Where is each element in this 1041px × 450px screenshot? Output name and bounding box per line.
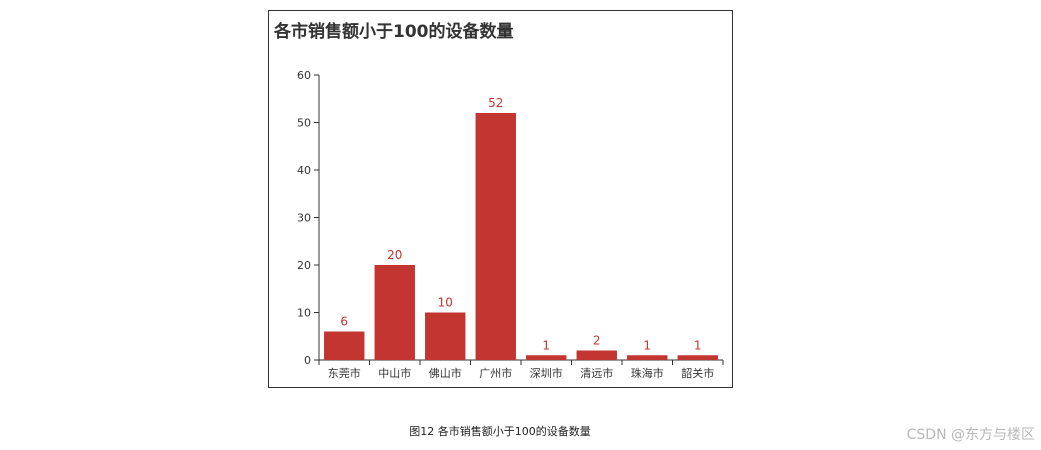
bar-4 xyxy=(526,355,567,360)
bar-1 xyxy=(374,265,415,360)
bar-3 xyxy=(475,113,516,360)
data-label-7: 1 xyxy=(694,338,702,352)
chart-title: 各市销售额小于100的设备数量 xyxy=(274,22,514,42)
y-tick-label-1: 10 xyxy=(297,307,311,320)
y-tick-label-2: 20 xyxy=(297,259,311,272)
data-label-5: 2 xyxy=(593,334,601,348)
x-tick-label-7: 韶关市 xyxy=(681,366,714,380)
bar-0 xyxy=(324,331,365,360)
y-tick-label-4: 40 xyxy=(297,164,311,177)
x-tick-label-1: 中山市 xyxy=(378,366,411,380)
x-tick-label-2: 佛山市 xyxy=(429,366,462,380)
bar-6 xyxy=(627,355,668,360)
y-tick-label-3: 30 xyxy=(297,212,311,225)
bar-2 xyxy=(425,312,466,360)
chart-frame: 各市销售额小于100的设备数量 0 10 20 30 40 50 60 6 东莞市 20 中山市 10… xyxy=(268,10,733,388)
data-label-2: 10 xyxy=(438,296,453,310)
data-label-0: 6 xyxy=(340,315,348,329)
figure-caption: 图12 各市销售额小于100的设备数量 xyxy=(409,425,591,438)
data-label-4: 1 xyxy=(542,338,550,352)
data-label-3: 52 xyxy=(488,96,503,110)
y-tick-label-6: 60 xyxy=(297,69,311,82)
x-tick-label-3: 广州市 xyxy=(479,366,512,380)
y-tick-label-0: 0 xyxy=(304,354,311,367)
data-label-6: 1 xyxy=(643,338,651,352)
bar-7 xyxy=(677,355,718,360)
x-tick-label-5: 清远市 xyxy=(580,366,613,380)
x-tick-label-0: 东莞市 xyxy=(328,366,361,380)
bar-chart: 0 10 20 30 40 50 60 6 东莞市 20 中山市 10 佛山市 52 广州市 1 深圳市 2 清远市… xyxy=(297,69,724,380)
y-tick-label-5: 50 xyxy=(297,117,311,130)
bar-5 xyxy=(576,350,617,360)
watermark: CSDN @东方与楼区 xyxy=(906,427,1035,443)
x-tick-label-4: 深圳市 xyxy=(530,366,563,380)
x-tick-label-6: 珠海市 xyxy=(631,366,664,380)
data-label-1: 20 xyxy=(387,248,402,262)
